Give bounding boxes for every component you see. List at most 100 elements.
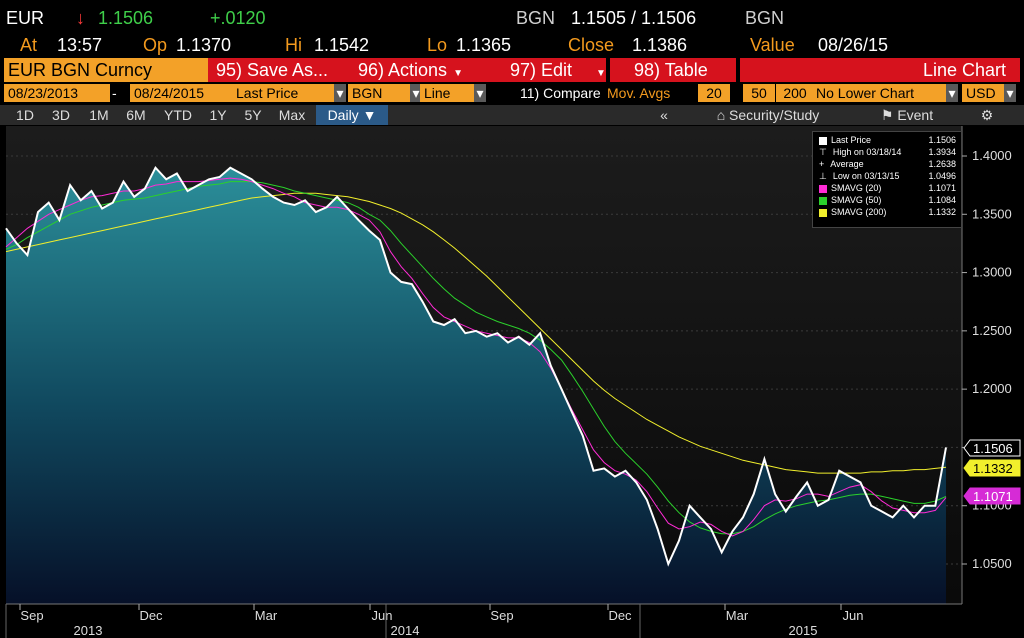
ma-period-2[interactable]: 50 xyxy=(743,84,775,102)
dropdown-icon[interactable]: ▾ xyxy=(334,84,346,102)
legend-item: SMAVG (200) xyxy=(819,207,886,218)
average-marker-icon: + xyxy=(819,159,825,169)
style-select[interactable]: Line xyxy=(420,84,478,102)
event-label: Event xyxy=(897,107,934,123)
mov-avgs-label: Mov. Avgs xyxy=(607,85,671,101)
value-date: 08/26/15 xyxy=(818,35,889,55)
low-value: 1.1365 xyxy=(456,35,512,55)
legend-item: ⊤ High on 03/18/14 xyxy=(819,147,901,158)
price-line xyxy=(5,165,947,567)
dropdown-icon[interactable]: ▾ xyxy=(474,84,486,102)
legend: Last Price 1.1506 ⊤ High on 03/18/14 1.39… xyxy=(812,131,962,228)
period-1y[interactable]: 1Y xyxy=(209,107,227,123)
tag-box xyxy=(963,439,1021,457)
ticker: EUR xyxy=(6,8,45,28)
y-tick-label: 1.2500 xyxy=(972,323,1012,338)
legend-label: Average xyxy=(830,159,864,169)
y-tick-label: 1.4000 xyxy=(972,148,1012,163)
legend-value: 1.3934 xyxy=(928,147,956,157)
legend-swatch xyxy=(819,136,827,145)
dropdown-icon[interactable]: ▾ xyxy=(946,84,958,102)
x-tick-label: Mar xyxy=(255,608,278,623)
toolbar: EUR BGN Curncy 95) Save As... 96) Action… xyxy=(0,58,1024,82)
edit-menu[interactable]: 97) Edit ▼ xyxy=(476,58,606,82)
year-label: 2015 xyxy=(789,623,818,638)
y-tick-label: 1.0500 xyxy=(972,556,1012,571)
high-marker-icon: ⊤ xyxy=(819,147,827,157)
sma200-line xyxy=(5,192,947,474)
tag-box xyxy=(963,487,1021,505)
chevron-down-icon: ▼ xyxy=(596,68,606,79)
tag-label: 1.1332 xyxy=(973,461,1013,476)
x-tick-label: Mar xyxy=(726,608,749,623)
security-field[interactable]: EUR BGN Curncy xyxy=(4,58,208,82)
collapse-icon[interactable]: « xyxy=(660,107,668,123)
table-button[interactable]: 98) Table xyxy=(610,58,736,82)
open-value: 1.1370 xyxy=(176,35,232,55)
period-6m[interactable]: 6M xyxy=(126,107,146,123)
field-select[interactable]: Last Price xyxy=(232,84,338,102)
x-tick-label: Dec xyxy=(608,608,632,623)
low-marker-icon: ⊥ xyxy=(819,171,827,181)
close-label: Close xyxy=(568,35,615,55)
x-tick-label: Sep xyxy=(490,608,513,623)
quote-header: EUR ↓ 1.1506 +.0120 BGN 1.1505 / 1.1506 … xyxy=(0,6,1024,32)
x-tick-label: Sep xyxy=(20,608,43,623)
start-date-input[interactable]: 08/23/2013 xyxy=(4,84,110,102)
down-arrow-icon: ↓ xyxy=(76,8,85,28)
actions-menu[interactable]: 96) Actions ▼ xyxy=(340,58,490,82)
legend-value: 1.1332 xyxy=(928,207,956,217)
legend-item: + Average xyxy=(819,159,864,170)
x-tick-label: Jun xyxy=(372,608,393,623)
chart-controls: 08/23/2013 - 08/24/2015 Last Price ▾ BGN… xyxy=(0,83,1024,103)
currency-field[interactable]: BGN xyxy=(348,84,416,102)
quote-ccy-2: BGN xyxy=(745,8,785,28)
legend-item: SMAVG (50) xyxy=(819,195,881,206)
legend-label: High on 03/18/14 xyxy=(832,147,902,157)
security-study-label: Security/Study xyxy=(729,107,820,123)
at-label: At xyxy=(20,35,38,55)
date-dash: - xyxy=(112,85,117,101)
chart-type-label[interactable]: Line Chart xyxy=(740,58,1020,82)
legend-swatch xyxy=(819,196,827,205)
gear-icon[interactable]: ⚙ xyxy=(980,107,994,123)
save-as-button[interactable]: 95) Save As... xyxy=(208,58,344,82)
quote-stats: At 13:57 Op 1.1370 Hi 1.1542 Lo 1.1365 C… xyxy=(0,33,1024,59)
dropdown-icon[interactable]: ▾ xyxy=(1004,84,1016,102)
legend-item: Last Price xyxy=(819,135,871,146)
sma20-tag: 1.1071 xyxy=(963,487,1021,505)
last-price-tag: 1.1506 xyxy=(963,439,1021,457)
lower-chart-select[interactable]: No Lower Chart xyxy=(812,84,948,102)
tag-box xyxy=(963,459,1021,477)
period-ytd[interactable]: YTD xyxy=(164,107,192,123)
legend-value: 1.1506 xyxy=(928,135,956,145)
price-area xyxy=(6,167,946,604)
y-tick-label: 1.2000 xyxy=(972,381,1012,396)
quote-time: 13:57 xyxy=(57,35,103,55)
chevron-down-icon: ▼ xyxy=(453,68,463,79)
period-max[interactable]: Max xyxy=(278,107,306,123)
y-axis: 1.40001.35001.30001.25001.20001.15001.10… xyxy=(961,126,1012,604)
compare-button[interactable]: 11) Compare xyxy=(520,85,601,101)
ma-period-1[interactable]: 20 xyxy=(698,84,730,102)
y-tick-label: 1.3500 xyxy=(972,206,1012,221)
high-value: 1.1542 xyxy=(314,35,370,55)
period-1d[interactable]: 1D xyxy=(16,107,34,123)
event-button[interactable]: ⚑ Event xyxy=(870,105,944,125)
security-study-button[interactable]: ⌂ Security/Study xyxy=(700,105,836,125)
year-label: 2014 xyxy=(391,623,420,638)
end-date-input[interactable]: 08/24/2015 xyxy=(130,84,232,102)
edit-label: 97) Edit xyxy=(510,60,573,80)
period-1m[interactable]: 1M xyxy=(89,107,109,123)
ccy-select[interactable]: USD xyxy=(962,84,1004,102)
ma-period-3[interactable]: 200 xyxy=(776,84,814,102)
legend-label: Low on 03/13/15 xyxy=(832,171,900,181)
period-5y[interactable]: 5Y xyxy=(244,107,262,123)
y-tick-label: 1.3000 xyxy=(972,265,1012,280)
last-price: 1.1506 xyxy=(98,8,154,28)
chart-icon: ⌂ xyxy=(716,107,730,123)
period-3d[interactable]: 3D xyxy=(52,107,70,123)
frequency-select[interactable]: Daily ▼ xyxy=(316,105,388,125)
legend-value: 1.0496 xyxy=(928,171,956,181)
dropdown-icon[interactable]: ▾ xyxy=(410,84,422,102)
